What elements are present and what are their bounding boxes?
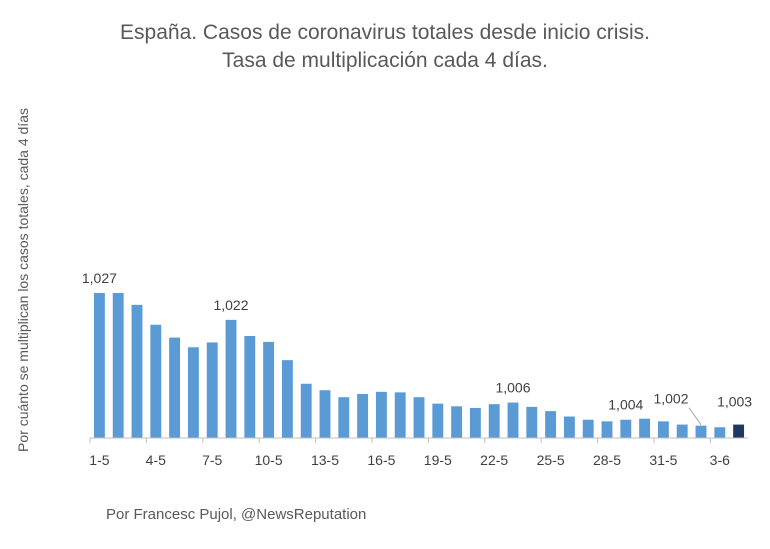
- bar-10-5: [263, 341, 275, 438]
- data-label-29-5: 1,004: [608, 397, 643, 413]
- bar-12-5: [300, 383, 312, 438]
- bar-29-5: [620, 419, 632, 438]
- data-label-23-5: 1,006: [495, 380, 530, 396]
- bar-19-5: [432, 403, 444, 438]
- x-tick-label: 13-5: [311, 452, 339, 468]
- bar-1-5: [93, 293, 105, 438]
- bar-11-5: [281, 360, 293, 438]
- data-label-8-5: 1,022: [213, 297, 248, 313]
- x-tick-label: 22-5: [480, 452, 508, 468]
- chart-title: España. Casos de coronavirus totales des…: [120, 21, 650, 44]
- data-label-2-6: 1,002: [653, 391, 688, 407]
- bar-23-5: [507, 402, 519, 438]
- bar-26-5: [563, 416, 575, 438]
- bar-18-5: [413, 397, 425, 438]
- x-tick-label: 25-5: [537, 452, 565, 468]
- data-label-leader: [688, 407, 702, 425]
- bar-4-5: [150, 324, 162, 438]
- bar-3-6: [714, 427, 726, 438]
- bar-4-6: [733, 424, 745, 438]
- x-tick-label: 10-5: [255, 452, 283, 468]
- data-label-4-6: 1,003: [717, 394, 752, 410]
- bar-17-5: [394, 392, 406, 438]
- bar-21-5: [469, 407, 481, 438]
- bar-3-5: [131, 304, 143, 438]
- bar-22-5: [488, 404, 500, 438]
- bar-20-5: [451, 406, 463, 438]
- bar-7-5: [206, 342, 218, 438]
- credit-text: Por Francesc Pujol, @NewsReputation: [106, 506, 367, 523]
- x-tick-label: 7-5: [202, 452, 222, 468]
- bar-16-5: [375, 391, 387, 438]
- bar-14-5: [338, 397, 350, 438]
- bar-6-5: [187, 347, 199, 438]
- x-tick-label: 4-5: [146, 452, 166, 468]
- x-tick-label: 31-5: [649, 452, 677, 468]
- x-tick-label: 19-5: [424, 452, 452, 468]
- chart-subtitle: Tasa de multiplicación cada 4 días.: [222, 49, 548, 72]
- x-tick-label: 1-5: [89, 452, 109, 468]
- bar-2-5: [112, 293, 124, 438]
- bar-13-5: [319, 390, 331, 438]
- bar-27-5: [582, 419, 594, 438]
- bar-25-5: [545, 411, 557, 438]
- bar-1-6: [676, 424, 688, 438]
- bar-28-5: [601, 421, 613, 438]
- bar-9-5: [244, 335, 256, 438]
- bar-2-6: [695, 425, 707, 438]
- x-tick-label: 16-5: [367, 452, 395, 468]
- bar-8-5: [225, 319, 237, 438]
- data-label-1-5: 1,027: [82, 270, 117, 286]
- bar-15-5: [357, 393, 369, 438]
- bar-5-5: [169, 337, 181, 438]
- bar-24-5: [526, 406, 538, 438]
- bar-30-5: [639, 418, 651, 438]
- bar-31-5: [657, 421, 669, 438]
- x-tick-label: 28-5: [593, 452, 621, 468]
- x-tick-label: 3-6: [710, 452, 730, 468]
